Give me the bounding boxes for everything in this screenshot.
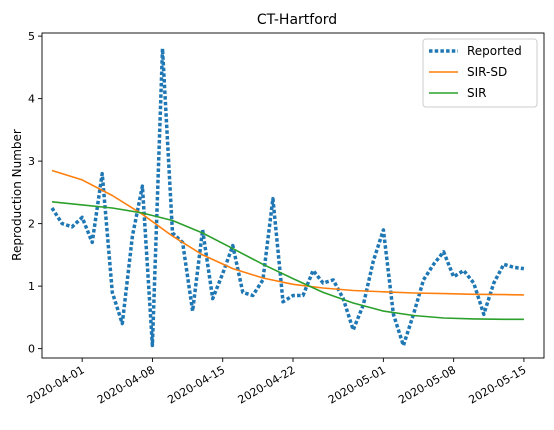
y-tick-label: 0: [28, 343, 35, 356]
x-tick-label: 2020-04-15: [165, 363, 227, 406]
y-axis: 0 1 2 3 4 5: [28, 30, 42, 356]
y-tick-label: 4: [28, 93, 35, 106]
series-line-sir: [52, 202, 524, 319]
legend-label: Reported: [467, 44, 522, 58]
x-tick-label: 2020-04-01: [25, 363, 87, 406]
legend: Reported SIR-SD SIR: [423, 39, 537, 107]
y-tick-label: 3: [28, 155, 35, 168]
y-tick-label: 2: [28, 218, 35, 231]
legend-label: SIR: [467, 86, 487, 100]
y-tick-label: 1: [28, 280, 35, 293]
x-tick-label: 2020-05-01: [326, 363, 388, 406]
x-tick-label: 2020-04-22: [236, 363, 298, 406]
chart-title: CT-Hartford: [257, 12, 337, 28]
x-tick-label: 2020-05-15: [467, 363, 529, 406]
y-tick-label: 5: [28, 30, 35, 43]
legend-label: SIR-SD: [467, 65, 507, 79]
x-axis: 2020-04-01 2020-04-08 2020-04-15 2020-04-22…: [25, 358, 529, 407]
x-tick-label: 2020-04-08: [95, 363, 157, 406]
y-axis-label: Reproduction Number: [10, 129, 24, 261]
x-tick-label: 2020-05-08: [396, 363, 458, 406]
